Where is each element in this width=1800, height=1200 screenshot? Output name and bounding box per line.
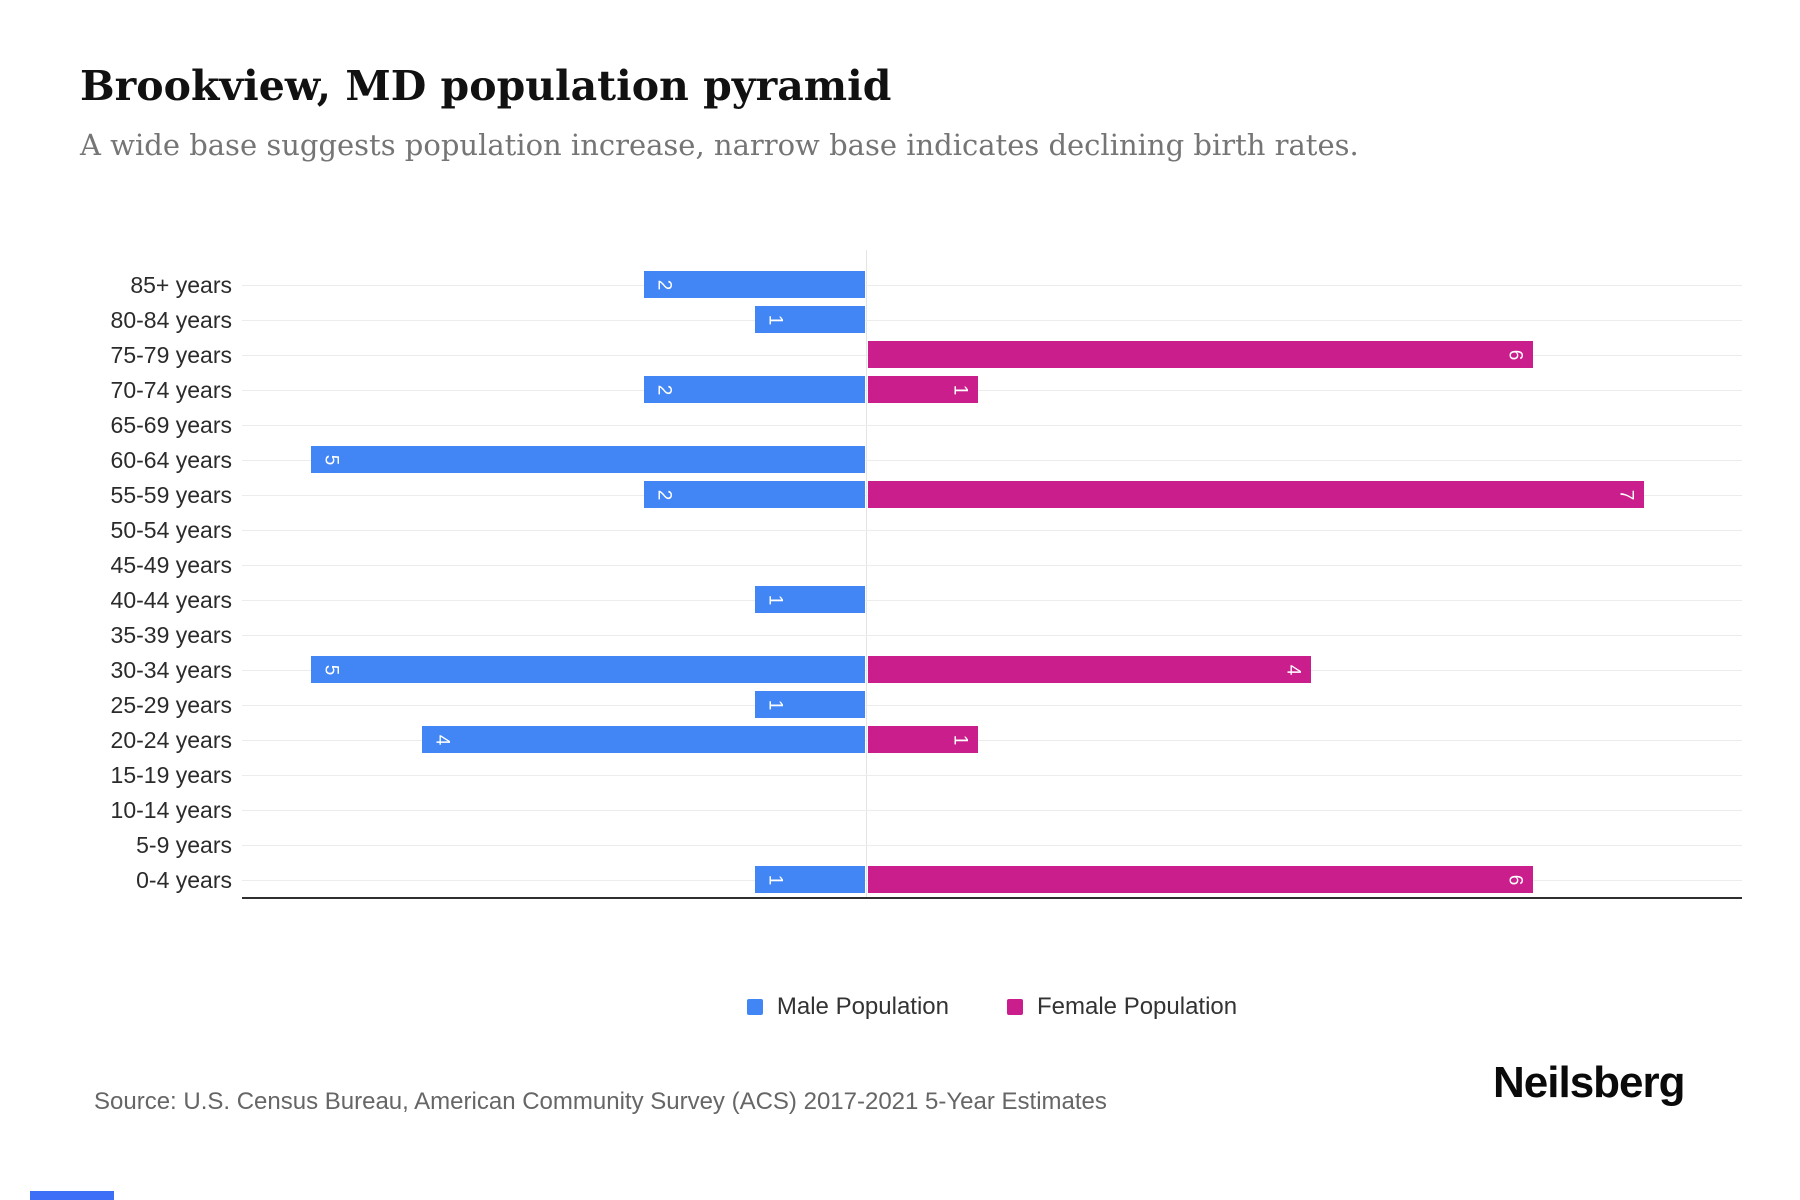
age-group-label: 15-19 years [110, 762, 232, 788]
age-group-label: 35-39 years [110, 622, 232, 648]
page-title: Brookview, MD population pyramid [80, 62, 892, 110]
legend-item-male[interactable]: Male Population [746, 993, 949, 1021]
bar-male-20-24-years[interactable]: 4 [422, 726, 865, 753]
bar-male-80-84-years[interactable]: 1 [755, 306, 865, 333]
age-group-label: 40-44 years [110, 587, 232, 613]
bar-female-0-4-years[interactable]: 6 [868, 866, 1533, 893]
age-group-label: 45-49 years [110, 552, 232, 578]
row-gridline [242, 285, 1742, 286]
age-group-label: 85+ years [130, 272, 232, 298]
legend-label: Female Population [1037, 993, 1238, 1020]
bar-male-85+-years[interactable]: 2 [644, 271, 865, 298]
bar-value-label: 1 [948, 734, 970, 745]
bar-value-label: 1 [763, 314, 785, 325]
bar-value-label: 1 [763, 594, 785, 605]
bar-female-20-24-years[interactable]: 1 [868, 726, 978, 753]
legend-item-female[interactable]: Female Population [1007, 993, 1237, 1021]
bar-male-55-59-years[interactable]: 2 [644, 481, 865, 508]
bar-female-55-59-years[interactable]: 7 [868, 481, 1644, 508]
age-group-label: 75-79 years [110, 342, 232, 368]
chart-legend: Male Population Female Population [242, 993, 1742, 1021]
row-gridline [242, 320, 1742, 321]
row-gridline [242, 740, 1742, 741]
row-gridline [242, 705, 1742, 706]
age-group-label: 10-14 years [110, 797, 232, 823]
source-note: Source: U.S. Census Bureau, American Com… [94, 1088, 1107, 1115]
zero-axis-line [866, 250, 867, 897]
row-gridline [242, 845, 1742, 846]
legend-swatch-icon [1007, 999, 1023, 1015]
row-gridline [242, 390, 1742, 391]
bar-value-label: 1 [948, 384, 970, 395]
legend-swatch-icon [746, 999, 763, 1015]
row-gridline [242, 635, 1742, 636]
age-group-label: 30-34 years [110, 657, 232, 683]
legend-label: Male Population [776, 993, 949, 1020]
age-group-label: 55-59 years [110, 482, 232, 508]
age-group-label: 80-84 years [110, 307, 232, 333]
page-subtitle: A wide base suggests population increase… [80, 128, 1359, 162]
bar-male-70-74-years[interactable]: 2 [644, 376, 865, 403]
row-gridline [242, 600, 1742, 601]
row-gridline [242, 775, 1742, 776]
bar-value-label: 4 [430, 734, 452, 745]
bar-female-30-34-years[interactable]: 4 [868, 656, 1311, 683]
age-group-label: 70-74 years [110, 377, 232, 403]
bar-male-60-64-years[interactable]: 5 [311, 446, 865, 473]
bar-value-label: 1 [763, 699, 785, 710]
age-group-label: 65-69 years [110, 412, 232, 438]
bar-value-label: 7 [1614, 489, 1636, 500]
age-group-label: 20-24 years [110, 727, 232, 753]
bar-value-label: 6 [1503, 874, 1525, 885]
row-gridline [242, 425, 1742, 426]
row-gridline [242, 810, 1742, 811]
age-group-label: 0-4 years [136, 867, 232, 893]
age-group-label: 5-9 years [136, 832, 232, 858]
row-gridline [242, 530, 1742, 531]
bar-male-0-4-years[interactable]: 1 [755, 866, 865, 893]
bar-female-70-74-years[interactable]: 1 [868, 376, 978, 403]
neilsberg-logo: Neilsberg [1493, 1058, 1686, 1107]
bar-value-label: 2 [652, 279, 674, 290]
bar-male-40-44-years[interactable]: 1 [755, 586, 865, 613]
bar-female-75-79-years[interactable]: 6 [868, 341, 1533, 368]
age-group-label: 50-54 years [110, 517, 232, 543]
bar-value-label: 6 [1503, 349, 1525, 360]
row-gridline [242, 460, 1742, 461]
row-gridline [242, 565, 1742, 566]
age-group-label: 60-64 years [110, 447, 232, 473]
bar-value-label: 5 [319, 664, 341, 675]
bar-value-label: 2 [652, 384, 674, 395]
bar-male-30-34-years[interactable]: 5 [311, 656, 865, 683]
bar-value-label: 4 [1281, 664, 1303, 675]
bar-male-25-29-years[interactable]: 1 [755, 691, 865, 718]
bar-value-label: 5 [319, 454, 341, 465]
bar-value-label: 2 [652, 489, 674, 500]
bottom-left-blue-strip [30, 1191, 114, 1200]
bar-value-label: 1 [763, 874, 785, 885]
x-axis-line [242, 897, 1742, 899]
age-group-label: 25-29 years [110, 692, 232, 718]
